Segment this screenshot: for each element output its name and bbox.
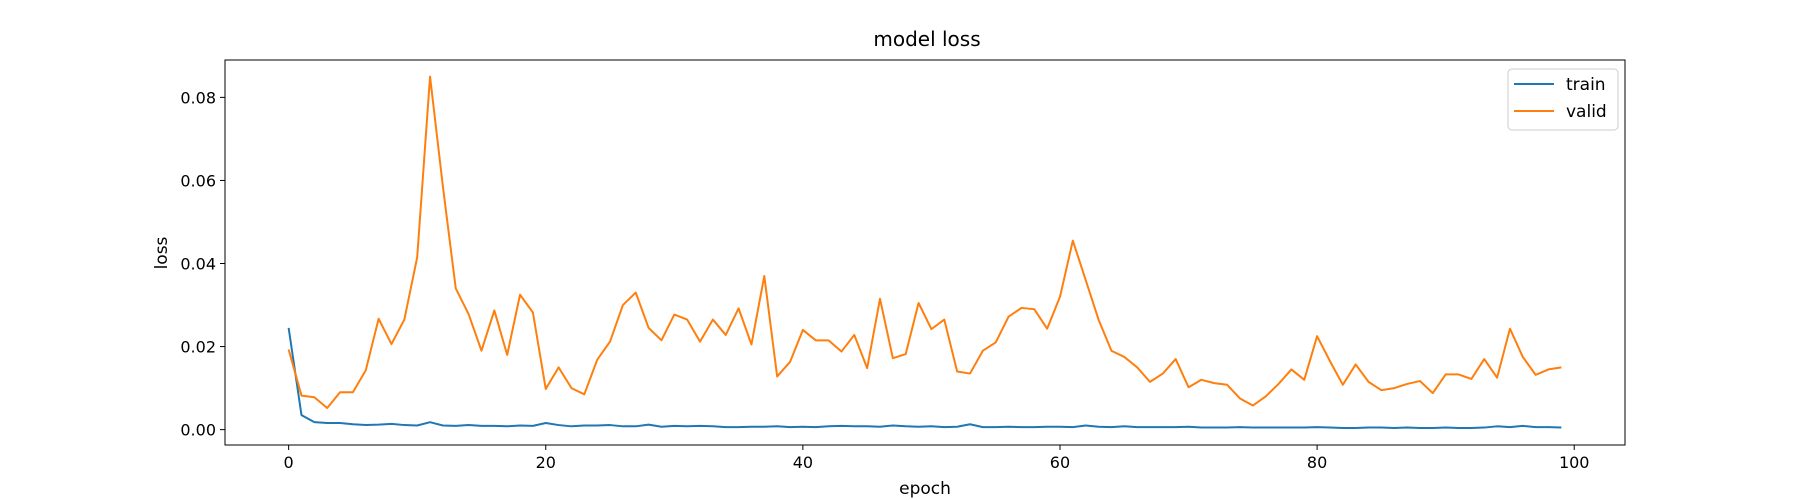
chart-title: model loss [873,27,980,51]
y-axis-label: loss [152,236,172,269]
x-axis: 0 20 40 60 80 100 [284,445,1590,472]
x-tick-label: 40 [793,453,813,472]
x-axis-label: epoch [899,479,951,499]
series-line-valid [287,75,1562,410]
x-tick-label: 80 [1307,453,1327,472]
legend: train valid [1507,68,1619,131]
y-tick-label: 0.02 [180,338,216,357]
legend-label-valid: valid [1566,102,1607,122]
y-tick-label: 0.08 [180,88,216,107]
series-line-train [287,327,1562,429]
x-tick-label: 100 [1559,453,1590,472]
y-tick-label: 0.04 [180,255,216,274]
legend-label-train: train [1566,75,1606,95]
plot-frame [224,59,1626,446]
y-tick-label: 0.00 [180,421,216,440]
x-tick-label: 60 [1050,453,1070,472]
series-layer [287,75,1562,429]
x-tick-label: 0 [284,453,294,472]
y-axis: 0.00 0.02 0.04 0.06 0.08 [180,88,225,440]
x-tick-label: 20 [536,453,556,472]
y-tick-label: 0.06 [180,171,216,190]
